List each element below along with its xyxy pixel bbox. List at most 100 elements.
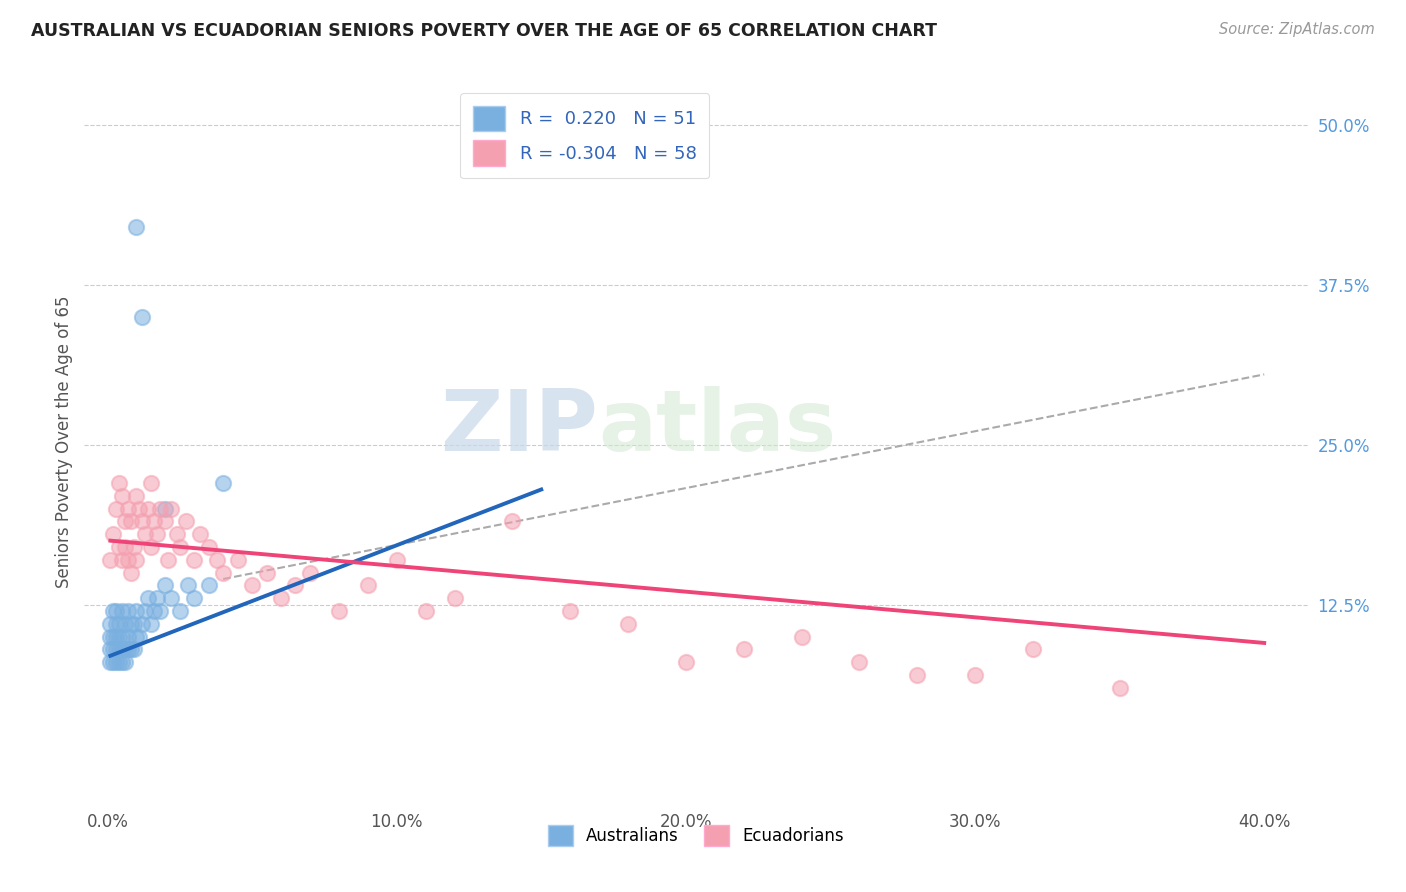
Point [160,591,183,606]
Point [157,553,180,567]
Point [142,515,165,529]
Point [148,604,170,618]
Point [105,630,128,644]
Point [160,501,183,516]
Point [120,515,142,529]
Point [105,604,128,618]
Point [131,310,153,324]
Point [240,578,263,592]
Point [134,527,156,541]
Point [122,616,145,631]
Point [131,616,153,631]
Point [103,527,125,541]
Point [120,616,142,631]
Point [501,515,523,529]
Point [145,591,167,606]
Point [100,553,122,567]
Text: Source: ZipAtlas.com: Source: ZipAtlas.com [1219,22,1375,37]
Point [105,642,128,657]
Point [617,616,640,631]
Point [733,642,755,657]
Point [103,604,125,618]
Point [108,655,131,669]
Point [125,220,148,235]
Point [212,566,235,580]
Point [117,604,139,618]
Point [385,553,408,567]
Point [183,591,205,606]
Point [128,630,150,644]
Point [111,553,134,567]
Point [108,616,131,631]
Point [1022,642,1045,657]
Point [105,655,128,669]
Point [117,642,139,657]
Point [560,604,582,618]
Point [174,515,197,529]
Point [108,476,131,491]
Point [105,616,128,631]
Point [134,604,156,618]
Point [114,616,136,631]
Point [148,501,170,516]
Point [142,604,165,618]
Point [155,578,177,592]
Point [117,501,139,516]
Point [226,553,249,567]
Point [256,566,278,580]
Point [139,616,162,631]
Point [114,642,136,657]
Point [105,501,128,516]
Point [136,501,159,516]
Point [207,553,229,567]
Point [125,489,148,503]
Point [111,489,134,503]
Point [120,642,142,657]
Point [108,642,131,657]
Point [103,655,125,669]
Point [963,668,986,682]
Point [328,604,350,618]
Point [212,476,235,491]
Point [270,591,292,606]
Point [136,591,159,606]
Point [298,566,321,580]
Point [100,655,122,669]
Point [166,527,188,541]
Point [100,630,122,644]
Point [905,668,928,682]
Point [197,578,219,592]
Point [125,604,148,618]
Point [145,527,167,541]
Point [111,655,134,669]
Point [122,642,145,657]
Point [284,578,307,592]
Text: ZIP: ZIP [440,385,598,468]
Point [131,515,153,529]
Point [183,553,205,567]
Point [108,540,131,554]
Point [111,642,134,657]
Point [100,642,122,657]
Point [114,540,136,554]
Point [848,655,870,669]
Point [108,630,131,644]
Point [169,604,191,618]
Point [675,655,697,669]
Point [117,553,139,567]
Point [357,578,380,592]
Legend: Australians, Ecuadorians: Australians, Ecuadorians [541,819,851,852]
Text: AUSTRALIAN VS ECUADORIAN SENIORS POVERTY OVER THE AGE OF 65 CORRELATION CHART: AUSTRALIAN VS ECUADORIAN SENIORS POVERTY… [31,22,936,40]
Point [415,604,437,618]
Point [114,655,136,669]
Point [197,540,219,554]
Point [111,604,134,618]
Point [155,501,177,516]
Point [114,515,136,529]
Text: atlas: atlas [598,385,837,468]
Point [125,553,148,567]
Point [155,515,177,529]
Point [790,630,813,644]
Point [177,578,200,592]
Point [103,630,125,644]
